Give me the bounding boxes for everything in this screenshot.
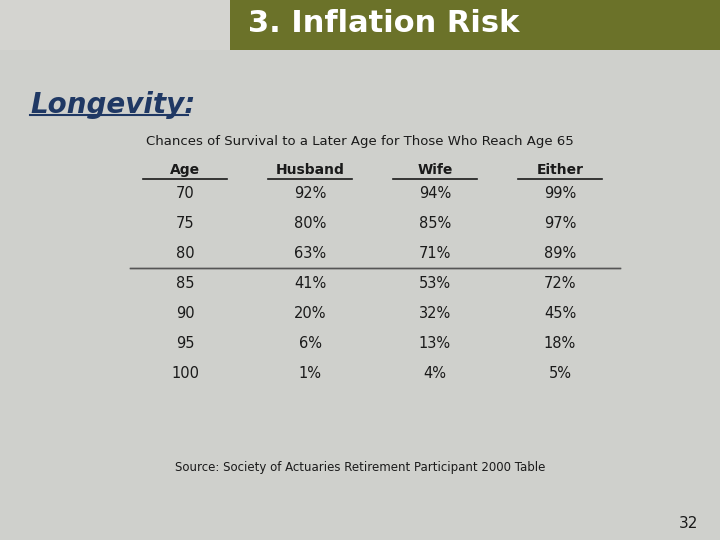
Text: Chances of Survival to a Later Age for Those Who Reach Age 65: Chances of Survival to a Later Age for T… — [146, 136, 574, 148]
Text: 32%: 32% — [419, 306, 451, 321]
Text: 85: 85 — [176, 275, 194, 291]
Text: 72%: 72% — [544, 275, 576, 291]
Text: 90: 90 — [176, 306, 194, 321]
FancyBboxPatch shape — [0, 50, 720, 540]
Text: Source: Society of Actuaries Retirement Participant 2000 Table: Source: Society of Actuaries Retirement … — [175, 462, 545, 475]
Text: 100: 100 — [171, 366, 199, 381]
Text: 5%: 5% — [549, 366, 572, 381]
Text: 4%: 4% — [423, 366, 446, 381]
FancyBboxPatch shape — [230, 0, 720, 50]
Text: 71%: 71% — [419, 246, 451, 260]
Text: 80: 80 — [176, 246, 194, 260]
Text: Husband: Husband — [276, 163, 344, 177]
Text: 3. Inflation Risk: 3. Inflation Risk — [248, 10, 519, 38]
Text: 1%: 1% — [299, 366, 322, 381]
Text: 80%: 80% — [294, 215, 326, 231]
Text: 53%: 53% — [419, 275, 451, 291]
Text: Age: Age — [170, 163, 200, 177]
Text: 92%: 92% — [294, 186, 326, 200]
Text: 75: 75 — [176, 215, 194, 231]
Text: 45%: 45% — [544, 306, 576, 321]
Text: 32: 32 — [679, 516, 698, 531]
Text: 41%: 41% — [294, 275, 326, 291]
Text: 6%: 6% — [299, 335, 322, 350]
Text: 94%: 94% — [419, 186, 451, 200]
Text: 70: 70 — [176, 186, 194, 200]
Text: 97%: 97% — [544, 215, 576, 231]
Text: 63%: 63% — [294, 246, 326, 260]
Text: 95: 95 — [176, 335, 194, 350]
Text: 13%: 13% — [419, 335, 451, 350]
Text: 99%: 99% — [544, 186, 576, 200]
Text: Wife: Wife — [418, 163, 453, 177]
Text: Longevity:: Longevity: — [30, 91, 195, 119]
Text: 20%: 20% — [294, 306, 326, 321]
Text: 85%: 85% — [419, 215, 451, 231]
Text: 18%: 18% — [544, 335, 576, 350]
Text: Either: Either — [536, 163, 583, 177]
Text: 89%: 89% — [544, 246, 576, 260]
